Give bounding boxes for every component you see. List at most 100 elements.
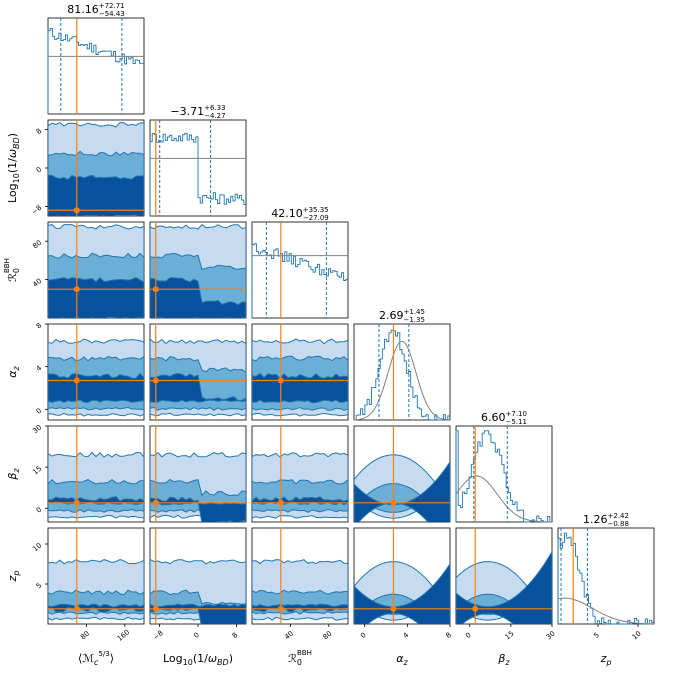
axis-label-alpha: αz (6, 365, 21, 377)
contour-panel-mc-zp (47, 527, 145, 625)
svg-text:⟨ℳc5/3⟩: ⟨ℳc5/3⟩ (78, 650, 114, 667)
y-tick-label: 0 (35, 506, 44, 515)
posterior-histogram (149, 132, 246, 216)
truth-marker (390, 605, 397, 612)
y-tick-label: 0 (35, 407, 44, 416)
param-title-r0: 42.10+35.35 −27.09 (271, 206, 329, 222)
x-tick-label: 0 (192, 631, 201, 640)
hist-panel-r0: 42.10+35.35 −27.09 (251, 206, 349, 319)
truth-marker (152, 377, 159, 384)
svg-text:zp: zp (600, 652, 612, 667)
contour-panel-omega-alpha (149, 323, 247, 421)
contour-panel-r0-zp (251, 527, 349, 625)
contour-panel-alpha-zp (353, 527, 451, 625)
prior-curve (557, 597, 654, 625)
truth-marker (73, 499, 80, 506)
credible-region-inner (252, 372, 348, 404)
contour-panel-r0-beta (251, 425, 349, 523)
panel-frame (47, 17, 145, 115)
x-tick-label: 40 (283, 630, 295, 642)
truth-marker (152, 499, 159, 506)
contour-panel-mc-alpha (47, 323, 145, 421)
hist-panel-zp: 1.26+2.42 −0.88 (557, 512, 655, 625)
axis-label-beta: βz (497, 652, 510, 667)
truth-marker (277, 377, 284, 384)
credible-region-inner (150, 277, 246, 318)
truth-marker (73, 605, 80, 612)
truth-marker (472, 605, 479, 612)
y-tick-label: 0 (35, 165, 44, 174)
axis-label-omega: Log10(1/ωBD) (6, 133, 21, 203)
x-tick-label: −8 (152, 629, 165, 642)
credible-region-inner (48, 372, 144, 404)
x-tick-label: 80 (322, 630, 334, 642)
hist-panel-beta: 6.60+7.10 −5.11 (455, 410, 553, 523)
hist-panel-omega: −3.71+6.33 −4.27 (149, 104, 247, 217)
x-tick-label: 15 (504, 630, 516, 642)
posterior-histogram (557, 532, 654, 625)
svg-text:αz: αz (396, 652, 408, 667)
y-tick-label: 8 (35, 321, 44, 330)
truth-marker (73, 377, 80, 384)
y-tick-label: 15 (31, 465, 43, 477)
axis-label-alpha: αz (396, 652, 408, 667)
axis-label-zp: zp (600, 652, 612, 667)
posterior-histogram (47, 28, 144, 114)
truth-marker (277, 499, 284, 506)
x-tick-label: 5 (592, 631, 601, 640)
axis-label-zp: zp (6, 571, 21, 583)
prior-curve (353, 340, 451, 421)
panel-frame (455, 425, 553, 523)
y-tick-label: 5 (35, 581, 44, 590)
x-tick-label: 80 (79, 630, 91, 642)
contour-panel-beta-zp (455, 527, 553, 625)
axis-label-omega: Log10(1/ωBD) (163, 652, 233, 667)
contour-panel-mc-r0 (47, 221, 145, 319)
panel-frame (557, 527, 655, 625)
contour-panel-mc-omega (47, 119, 145, 217)
credible-region-inner (48, 174, 144, 216)
y-tick-label: 10 (31, 541, 43, 553)
svg-text:βz: βz (497, 652, 510, 667)
prior-curve (455, 475, 552, 523)
credible-region-mid (48, 478, 144, 513)
x-tick-label: 160 (116, 628, 131, 643)
hist-panel-alpha: 2.69+1.45 −1.35 (353, 308, 451, 421)
truth-marker (390, 499, 397, 506)
contour-panel-omega-beta (149, 425, 247, 523)
svg-text:ℛ0BBH: ℛ0BBH (288, 649, 312, 667)
y-tick-label: 30 (31, 423, 43, 435)
truth-marker (73, 207, 80, 214)
posterior-histogram (251, 243, 348, 318)
y-tick-label: 4 (35, 364, 44, 373)
svg-text:zp: zp (6, 571, 21, 583)
svg-text:ℛ0BBH: ℛ0BBH (3, 258, 21, 282)
x-tick-label: 8 (444, 631, 453, 640)
param-title-alpha: 2.69+1.45 −1.35 (379, 308, 425, 324)
param-title-omega: −3.71+6.33 −4.27 (170, 104, 225, 120)
axis-label-beta: βz (6, 468, 21, 481)
x-tick-label: 0 (464, 631, 473, 640)
param-title-mc: 81.16+72.71 −54.43 (67, 2, 125, 18)
truth-marker (152, 286, 159, 293)
truth-marker (152, 605, 159, 612)
y-tick-label: 8 (35, 127, 44, 136)
truth-marker (277, 605, 284, 612)
x-tick-label: 4 (402, 631, 411, 640)
hist-panel-mc: 81.16+72.71 −54.43 (47, 2, 145, 115)
x-tick-label: 0 (359, 631, 368, 640)
panel-frame (353, 323, 451, 421)
param-title-zp: 1.26+2.42 −0.88 (583, 512, 629, 528)
param-title-beta: 6.60+7.10 −5.11 (481, 410, 527, 426)
x-tick-label: 8 (231, 631, 240, 640)
axis-label-r0: ℛ0BBH (3, 258, 21, 282)
contour-panel-omega-r0 (149, 221, 247, 319)
svg-text:βz: βz (6, 468, 21, 481)
y-tick-label: 40 (31, 277, 43, 289)
posterior-histogram (354, 329, 450, 421)
contour-panel-alpha-beta (353, 425, 451, 523)
axis-label-mc: ⟨ℳc5/3⟩ (78, 650, 114, 667)
svg-text:αz: αz (6, 365, 21, 377)
y-tick-label: 80 (31, 239, 43, 251)
